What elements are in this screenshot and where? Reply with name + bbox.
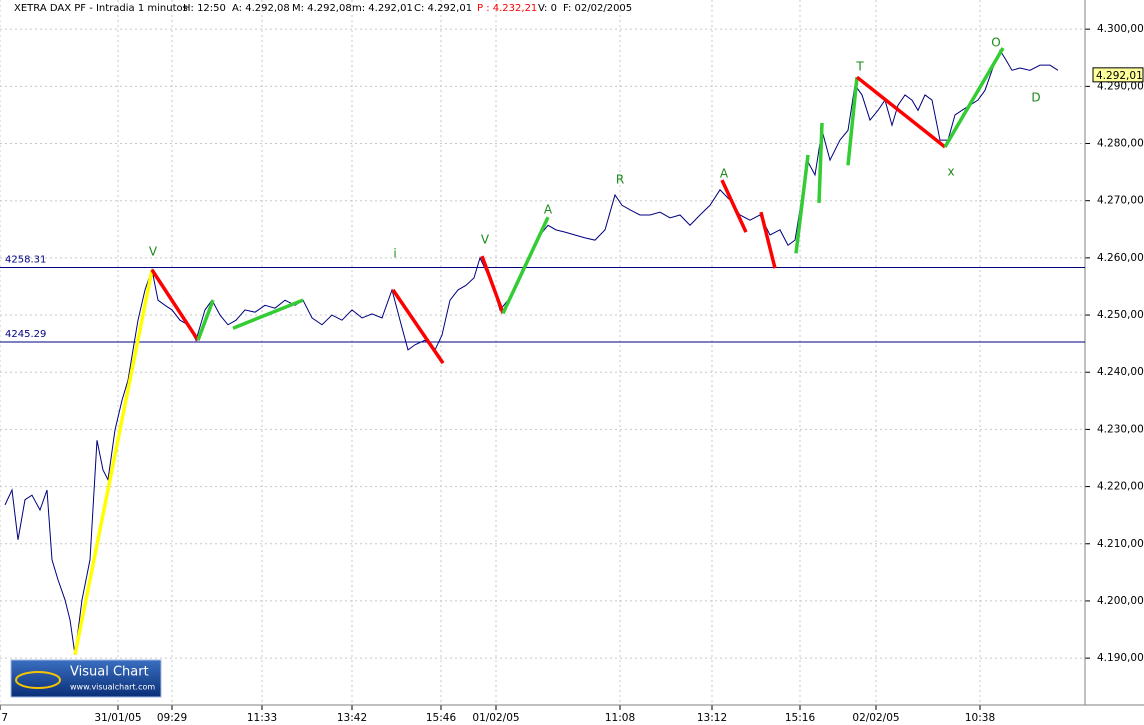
wave-label: V [481,233,490,247]
y-tick-label: 4.270,00 [1097,195,1144,207]
wave-segment [501,216,550,315]
y-tick-label: 4.190,00 [1097,652,1144,664]
wave-label: D [1031,91,1040,105]
x-tick-label: 11:08 [605,712,635,724]
header-item: H: 12:50 [183,3,226,14]
wave-segment [943,47,1005,148]
wave-label: R [616,173,624,187]
wave-label: i [393,247,396,261]
level-label: 4245.29 [5,329,46,340]
header-item: C: 4.292,01 [414,3,472,14]
wave-segment [232,298,304,330]
x-tick-label: 7 [1,712,8,724]
wave-segment [759,211,777,269]
y-tick-label: 4.250,00 [1097,309,1144,321]
x-tick-label: 15:16 [785,712,816,724]
wave-label: V [149,245,158,259]
header-item: M: 4.292,08 [292,3,352,14]
y-tick-label: 4.290,00 [1097,80,1144,92]
y-tick-label: 4.260,00 [1097,252,1144,264]
last-price-box [1092,67,1144,83]
logo [10,659,162,698]
y-tick-label: 4.210,00 [1097,538,1144,550]
y-tick-label: 4.300,00 [1097,23,1144,35]
x-tick-label: 13:12 [697,712,727,724]
wave-label: x [947,165,954,179]
header-item: m: 4.292,01 [352,3,413,14]
wave-segment [196,299,215,341]
x-tick-label: 09:29 [157,712,187,724]
header-item: A: 4.292,08 [232,3,290,14]
x-tick-label: 15:46 [426,712,457,724]
header-item: F: 02/02/2005 [563,3,632,14]
last-price-label: 4.292,01 [1096,70,1143,82]
y-tick-label: 4.230,00 [1097,423,1144,435]
y-tick-label: 4.220,00 [1097,481,1144,493]
x-tick-label: 02/02/05 [852,712,899,724]
x-tick-label: 31/01/05 [94,712,141,724]
wave-segment [855,75,947,149]
x-tick-label: 01/02/05 [472,712,519,724]
wave-label: A [720,167,729,181]
header-item: V: 0 [538,3,557,14]
y-tick-label: 4.200,00 [1097,595,1144,607]
wave-label: T [855,60,864,74]
wave-segment [817,122,824,204]
x-tick-label: 10:38 [965,712,995,724]
wave-label: A [544,203,553,217]
wave-segment [846,77,859,166]
wave-segment [720,179,748,233]
logo-url: www.visualchart.com [70,683,155,692]
x-tick-label: 11:33 [247,712,277,724]
wave-label: O [991,36,1000,50]
y-tick-label: 4.240,00 [1097,366,1144,378]
logo-title: Visual Chart [70,665,149,680]
level-label: 4258.31 [5,255,46,266]
wave-segment [480,255,505,314]
wave-segment [391,288,445,365]
wave-segment [73,269,154,656]
y-tick-label: 4.280,00 [1097,138,1144,150]
wave-segment [794,154,810,254]
x-tick-label: 13:42 [337,712,367,724]
logo-icon [15,671,61,689]
header-item: P : 4.232,21 [477,3,537,14]
wave-segment [150,268,200,342]
header-item: XETRA DAX PF - Intradia 1 minutos [14,3,188,14]
